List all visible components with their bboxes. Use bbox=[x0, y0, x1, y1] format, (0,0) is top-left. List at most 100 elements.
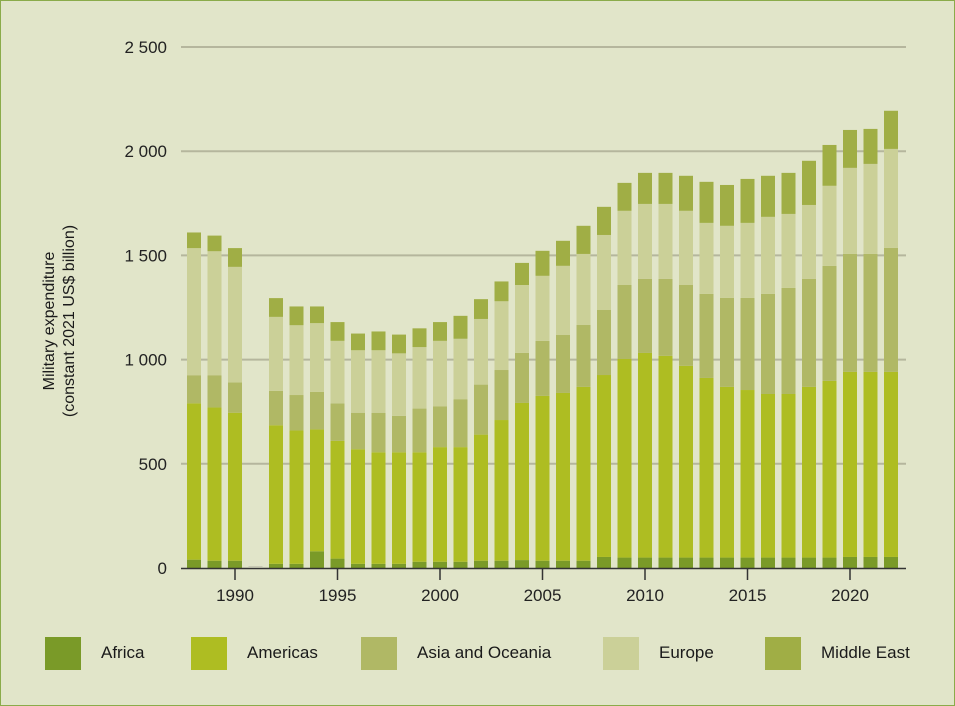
bar-segment-americas-2022 bbox=[884, 371, 898, 557]
bar-segment-middle-east-1998 bbox=[392, 334, 406, 354]
legend-item-americas: Americas bbox=[191, 635, 318, 671]
bar-segment-africa-2015 bbox=[740, 557, 755, 568]
y-axis-label: Military expenditure (constant 2021 US$ … bbox=[40, 161, 80, 481]
bar-segment-americas-2001 bbox=[453, 447, 468, 562]
bar-segment-americas-1995 bbox=[330, 440, 345, 559]
bar-segment-africa-2011 bbox=[658, 557, 673, 568]
bar-segment-africa-2000 bbox=[433, 561, 447, 568]
bar-segment-middle-east-2015 bbox=[740, 178, 755, 223]
y-tick-label: 2 000 bbox=[124, 142, 167, 161]
bar-segment-americas-2002 bbox=[474, 434, 488, 561]
bar-segment-asia-and-oceania-2012 bbox=[679, 284, 693, 366]
legend-label: Europe bbox=[659, 643, 714, 662]
bar-segment-europe-1993 bbox=[289, 325, 304, 396]
bar-segment-americas-2005 bbox=[535, 395, 550, 561]
legend: Africa Americas Asia and Oceania Europe … bbox=[45, 635, 925, 671]
bar-segment-europe-1997 bbox=[371, 350, 386, 413]
bar-segment-americas-2014 bbox=[720, 386, 734, 558]
bar-segment-africa-1996 bbox=[351, 563, 365, 568]
bar-segment-americas-2010 bbox=[638, 352, 652, 558]
bar-segment-africa-2009 bbox=[617, 557, 632, 568]
legend-item-africa: Africa bbox=[45, 635, 144, 671]
bar-segment-asia-and-oceania-2017 bbox=[781, 287, 796, 394]
legend-swatch-americas bbox=[191, 636, 227, 670]
bar-segment-asia-and-oceania-1992 bbox=[269, 390, 283, 426]
x-tick-label: 1990 bbox=[216, 586, 254, 605]
y-tick-label: 500 bbox=[139, 455, 167, 474]
legend-item-asia-oceania: Asia and Oceania bbox=[361, 635, 551, 671]
bar-segment-middle-east-2001 bbox=[453, 315, 468, 339]
x-tick-label: 2020 bbox=[831, 586, 869, 605]
bar-segment-middle-east-1989 bbox=[207, 235, 222, 252]
bar-segment-asia-and-oceania-2015 bbox=[740, 297, 755, 391]
bar-segment-americas-2004 bbox=[515, 402, 529, 561]
bar-segment-africa-2012 bbox=[679, 557, 693, 568]
bar-segment-asia-and-oceania-2005 bbox=[535, 340, 550, 396]
legend-item-europe: Europe bbox=[603, 635, 714, 671]
bar-segment-asia-and-oceania-2020 bbox=[843, 253, 857, 372]
bar-segment-middle-east-1995 bbox=[330, 322, 345, 341]
bar-segment-asia-and-oceania-2002 bbox=[474, 384, 488, 435]
bar-segment-africa-2010 bbox=[638, 557, 652, 568]
legend-swatch-europe bbox=[603, 636, 639, 670]
bar-segment-africa-1995 bbox=[330, 558, 345, 568]
x-tick-label: 2000 bbox=[421, 586, 459, 605]
bar-segment-americas-2008 bbox=[597, 375, 611, 557]
bar-segment-americas-1996 bbox=[351, 449, 365, 564]
bar-segment-americas-2019 bbox=[822, 380, 837, 558]
bar-segment-americas-1999 bbox=[412, 452, 427, 562]
bar-segment-asia-and-oceania-1993 bbox=[289, 395, 304, 431]
bar-segment-asia-and-oceania-2009 bbox=[617, 284, 632, 359]
bar-segment-middle-east-2004 bbox=[515, 262, 529, 285]
bar-segment-middle-east-2014 bbox=[720, 184, 734, 226]
bar-segment-europe-1999 bbox=[412, 347, 427, 409]
y-axis-label-line2: (constant 2021 US$ billion) bbox=[61, 224, 78, 418]
bar-segment-asia-and-oceania-2014 bbox=[720, 297, 734, 387]
bar-segment-middle-east-1994 bbox=[310, 306, 324, 324]
bar-segment-americas-2007 bbox=[576, 386, 591, 561]
bar-segment-europe-2011 bbox=[658, 203, 673, 279]
bar-segment-asia-and-oceania-2018 bbox=[802, 278, 816, 387]
bar-segment-africa-2022 bbox=[884, 556, 898, 568]
bar-segment-africa-2001 bbox=[453, 561, 468, 568]
bar-segment-asia-and-oceania-2008 bbox=[597, 310, 611, 376]
bar-segment-middle-east-1996 bbox=[351, 333, 365, 351]
legend-label: Africa bbox=[101, 643, 145, 662]
x-tick-label: 2005 bbox=[524, 586, 562, 605]
bar-segment-asia-and-oceania-2016 bbox=[761, 293, 775, 394]
bar-segment-africa-1989 bbox=[207, 560, 222, 568]
bar-segment-africa-2008 bbox=[597, 556, 611, 568]
bar-segment-europe-2014 bbox=[720, 225, 734, 298]
bar-segment-europe-2001 bbox=[453, 338, 468, 400]
bar-segment-asia-and-oceania-2004 bbox=[515, 352, 529, 403]
bar-segment-europe-2012 bbox=[679, 210, 693, 285]
bar-segment-africa-1997 bbox=[371, 563, 386, 568]
legend-swatch-africa bbox=[45, 636, 81, 670]
legend-swatch-middle-east bbox=[765, 636, 801, 670]
bar-segment-europe-2013 bbox=[699, 222, 714, 294]
bar-segment-middle-east-2022 bbox=[884, 110, 898, 149]
bar-segment-middle-east-2019 bbox=[822, 144, 837, 186]
bar-segment-asia-and-oceania-1994 bbox=[310, 391, 324, 430]
bar-segment-middle-east-2020 bbox=[843, 129, 857, 168]
legend-label: Americas bbox=[247, 643, 318, 662]
bar-segment-asia-and-oceania-2011 bbox=[658, 278, 673, 356]
bar-segment-europe-2017 bbox=[781, 213, 796, 288]
bar-segment-africa-2003 bbox=[494, 560, 509, 568]
bar-segment-europe-2000 bbox=[433, 340, 447, 407]
bar-segment-americas-2011 bbox=[658, 355, 673, 558]
bar-segment-asia-and-oceania-2006 bbox=[556, 335, 570, 393]
bar-segment-europe-2009 bbox=[617, 210, 632, 285]
bar-segment-middle-east-2007 bbox=[576, 225, 591, 254]
bar-segment-americas-2009 bbox=[617, 358, 632, 558]
bar-segment-europe-1995 bbox=[330, 340, 345, 404]
bar-segment-americas-1994 bbox=[310, 429, 324, 552]
bar-segment-asia-and-oceania-1999 bbox=[412, 408, 427, 453]
y-tick-label: 2 500 bbox=[124, 38, 167, 57]
bar-segment-middle-east-1988 bbox=[187, 232, 201, 249]
bar-segment-middle-east-2021 bbox=[863, 128, 878, 164]
bar-segment-middle-east-2011 bbox=[658, 172, 673, 204]
bar-segment-middle-east-1992 bbox=[269, 298, 283, 317]
y-tick-label: 0 bbox=[158, 559, 167, 578]
